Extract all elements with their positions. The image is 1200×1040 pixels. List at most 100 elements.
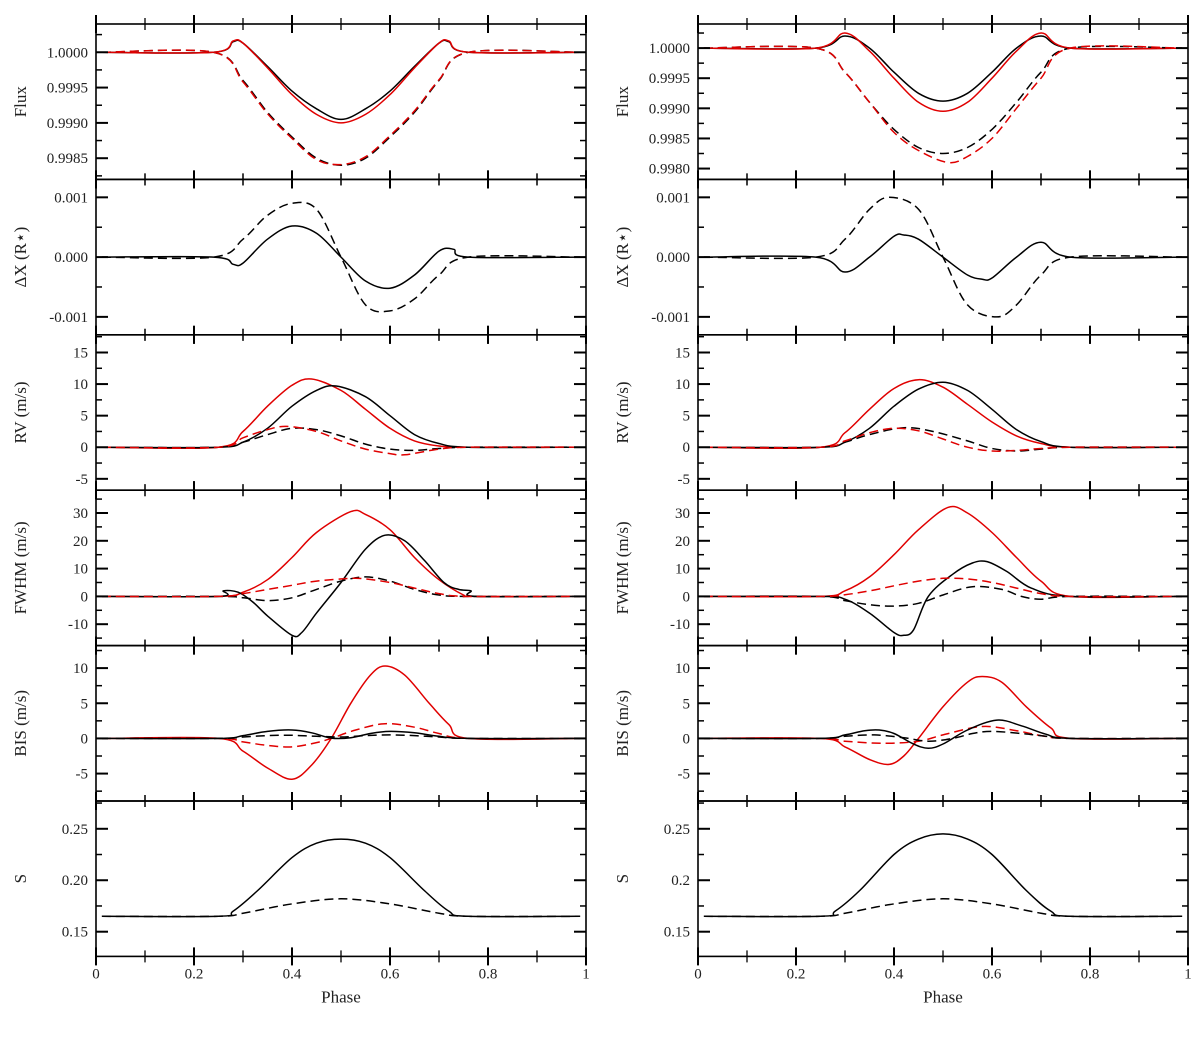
- y-tick-label: 0.15: [664, 925, 690, 941]
- panel-frame: [95, 489, 587, 647]
- panel-rv: 15 10 5 0 -5 RV (m/s): [11, 325, 587, 500]
- y-tick-label: 10: [73, 377, 88, 393]
- series-line-black-solid: [101, 39, 581, 121]
- panel-rv: 15 10 5 0 -5 RV (m/s): [613, 325, 1189, 500]
- panel-δx: 0.001 0.000 -0.001 ΔX (R⋆): [613, 170, 1189, 344]
- y-tick-label: -0.001: [651, 310, 690, 326]
- y-tick-label: 5: [81, 696, 89, 712]
- series-line-black-solid: [101, 384, 581, 449]
- y-tick-label: -5: [678, 767, 691, 783]
- series-line-black-solid: [703, 381, 1183, 449]
- y-tick-label: 30: [73, 506, 88, 522]
- y-tick-label: 0: [81, 440, 89, 456]
- series-line-black-solid: [101, 838, 581, 918]
- x-tick-label: 1: [1184, 966, 1192, 982]
- y-tick-label: 0: [683, 731, 691, 747]
- y-axis-label: Flux: [11, 86, 30, 118]
- series-group: [703, 675, 1183, 766]
- y-tick-label: 15: [675, 345, 690, 361]
- series-line-black-solid: [703, 560, 1183, 637]
- y-axis-label: S: [613, 874, 632, 883]
- x-tick-label: 0: [694, 966, 702, 982]
- x-tick-label: 0.8: [1081, 966, 1100, 982]
- panel-s: 0.25 0.20 0.15 S: [11, 792, 587, 966]
- x-tick-label: 0.4: [885, 966, 904, 982]
- y-tick-label: 1.0000: [47, 45, 88, 61]
- y-tick-label: 10: [675, 377, 690, 393]
- x-axis-label: Phase: [923, 987, 963, 1006]
- series-group: [101, 665, 581, 780]
- series-line-red-dashed: [703, 725, 1183, 745]
- y-tick-label: 0.9985: [649, 131, 690, 147]
- panel-frame: [95, 800, 587, 958]
- y-tick-label: 0.9990: [47, 116, 88, 132]
- y-tick-label: 30: [675, 506, 690, 522]
- y-tick-label: 0.25: [664, 822, 690, 838]
- panel-frame: [697, 333, 1189, 491]
- series-group: [101, 39, 581, 167]
- series-line-red-solid: [703, 675, 1183, 766]
- y-tick-label: 0.001: [656, 190, 690, 206]
- y-axis-label: ΔX (R⋆): [11, 227, 30, 288]
- series-group: [703, 196, 1183, 318]
- y-axis-label: FWHM (m/s): [613, 521, 632, 614]
- y-tick-label: 0.9985: [47, 151, 88, 167]
- series-line-red-dashed: [101, 722, 581, 748]
- chart-column-right: 1.00000.99950.99900.99850.9980Flux0.0010…: [613, 15, 1192, 1006]
- series-line-black-dashed: [703, 898, 1183, 918]
- panel-s: 0.25 0.2 0.15 S: [613, 792, 1189, 966]
- y-tick-label: 0.9995: [47, 81, 88, 97]
- series-line-red-solid: [703, 505, 1183, 599]
- series-line-red-dashed: [703, 577, 1183, 598]
- panel-frame: [95, 23, 587, 181]
- y-tick-label: 0: [81, 589, 89, 605]
- y-tick-label: -10: [68, 617, 88, 633]
- y-tick-label: 0.2: [671, 873, 690, 889]
- x-tick-label: 0.4: [283, 966, 302, 982]
- x-tick-label: 0.2: [185, 966, 204, 982]
- y-tick-label: 10: [73, 562, 88, 578]
- y-tick-label: 20: [73, 534, 88, 550]
- y-axis-label: Flux: [613, 86, 632, 118]
- y-tick-label: -10: [670, 617, 690, 633]
- series-line-black-solid: [101, 225, 581, 290]
- series-line-black-dashed: [101, 898, 581, 918]
- x-tick-label: 0.2: [787, 966, 806, 982]
- x-tick-label: 0.6: [381, 966, 400, 982]
- series-line-black-dashed: [101, 734, 581, 740]
- y-axis-label: FWHM (m/s): [11, 521, 30, 614]
- y-tick-label: 15: [73, 345, 88, 361]
- y-tick-label: 10: [675, 562, 690, 578]
- x-axis-label: Phase: [321, 987, 361, 1006]
- series-group: [703, 505, 1183, 637]
- series-line-red-solid: [101, 665, 581, 780]
- series-line-red-solid: [101, 378, 581, 450]
- y-tick-label: 0: [683, 589, 691, 605]
- series-line-red-solid: [101, 39, 581, 124]
- x-tick-label: 0.6: [983, 966, 1002, 982]
- y-tick-label: 0.001: [54, 190, 88, 206]
- series-group: [703, 378, 1183, 452]
- y-axis-label: ΔX (R⋆): [613, 227, 632, 288]
- x-tick-label: 0.8: [479, 966, 498, 982]
- y-tick-label: 5: [81, 409, 89, 425]
- y-tick-label: 0.9995: [649, 71, 690, 87]
- series-group: [101, 509, 581, 638]
- panel-frame: [697, 800, 1189, 958]
- y-tick-label: 0.000: [54, 250, 88, 266]
- y-tick-label: 10: [73, 661, 88, 677]
- series-group: [703, 833, 1183, 918]
- chart-column-left: 1.0000 0.9995 0.9990 0.9985 Flux 0.001 0.000 -0…: [11, 15, 590, 1006]
- series-line-black-dashed: [101, 427, 581, 452]
- y-tick-label: 0.15: [62, 925, 88, 941]
- y-tick-label: 0: [683, 440, 691, 456]
- y-tick-label: 5: [683, 696, 691, 712]
- series-group: [101, 838, 581, 918]
- y-tick-label: 0.25: [62, 822, 88, 838]
- panel-bis: 10 5 0 -5 BIS (m/s): [11, 636, 587, 810]
- panel-frame: [697, 644, 1189, 802]
- panel-flux: 1.0000 0.9995 0.9990 0.9985 0.9980 Flux: [613, 15, 1189, 189]
- series-line-black-dashed: [101, 49, 581, 167]
- y-tick-label: 1.0000: [649, 41, 690, 57]
